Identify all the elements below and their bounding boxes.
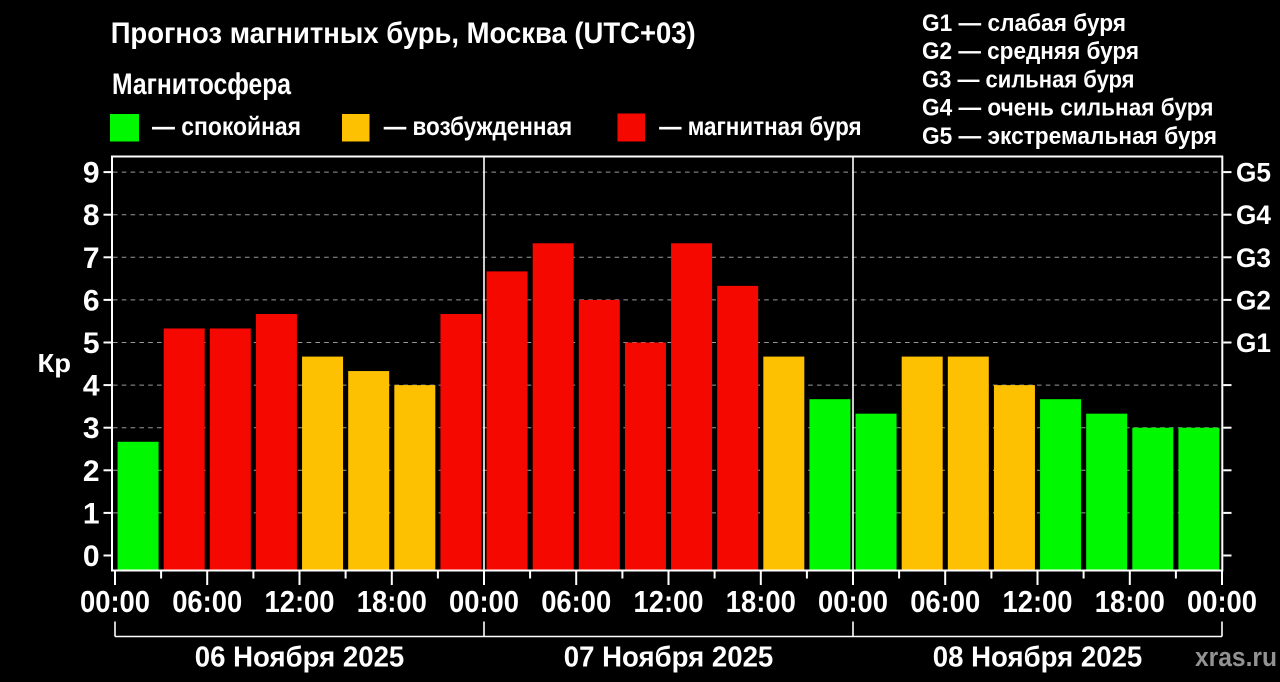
svg-text:G2 — средняя буря: G2 — средняя буря — [922, 38, 1139, 65]
svg-text:18:00: 18:00 — [357, 585, 427, 619]
svg-text:G2: G2 — [1236, 285, 1271, 315]
svg-text:00:00: 00:00 — [80, 585, 150, 619]
svg-text:08 Ноября 2025: 08 Ноября 2025 — [933, 642, 1143, 674]
svg-text:xras.ru: xras.ru — [1195, 642, 1277, 672]
svg-text:18:00: 18:00 — [1095, 585, 1165, 619]
svg-text:4: 4 — [83, 370, 100, 403]
svg-text:5: 5 — [83, 327, 100, 360]
svg-text:06 Ноября 2025: 06 Ноября 2025 — [195, 642, 405, 674]
svg-text:G1 — слабая буря: G1 — слабая буря — [922, 10, 1126, 37]
svg-text:06:00: 06:00 — [910, 585, 980, 619]
svg-text:06:00: 06:00 — [541, 585, 611, 619]
svg-text:— возбужденная: — возбужденная — [384, 111, 573, 141]
svg-text:8: 8 — [83, 199, 100, 232]
svg-text:G1: G1 — [1236, 328, 1271, 358]
svg-text:18:00: 18:00 — [726, 585, 796, 619]
svg-text:G5: G5 — [1236, 158, 1271, 188]
svg-text:00:00: 00:00 — [818, 585, 888, 619]
svg-text:12:00: 12:00 — [1003, 585, 1073, 619]
svg-text:00:00: 00:00 — [1187, 585, 1257, 619]
svg-text:G4 — очень сильная буря: G4 — очень сильная буря — [922, 95, 1214, 122]
svg-text:6: 6 — [83, 284, 100, 317]
svg-text:06:00: 06:00 — [172, 585, 242, 619]
svg-text:9: 9 — [83, 157, 100, 190]
svg-text:G4: G4 — [1236, 200, 1271, 230]
svg-text:12:00: 12:00 — [634, 585, 704, 619]
svg-text:Кр: Кр — [38, 348, 72, 378]
svg-text:00:00: 00:00 — [449, 585, 519, 619]
svg-text:3: 3 — [83, 412, 100, 445]
svg-text:12:00: 12:00 — [265, 585, 335, 619]
svg-text:1: 1 — [83, 497, 100, 530]
svg-text:G3 — сильная буря: G3 — сильная буря — [922, 66, 1135, 93]
svg-text:Магнитосфера: Магнитосфера — [112, 68, 291, 101]
svg-text:07 Ноября 2025: 07 Ноября 2025 — [564, 642, 774, 674]
svg-text:G3: G3 — [1236, 243, 1271, 273]
svg-text:0: 0 — [83, 540, 100, 573]
svg-text:7: 7 — [83, 242, 100, 275]
svg-text:Прогноз магнитных бурь, Москва: Прогноз магнитных бурь, Москва (UTC+03) — [111, 17, 696, 50]
svg-text:2: 2 — [83, 455, 100, 488]
svg-text:— магнитная буря: — магнитная буря — [659, 111, 862, 141]
svg-text:— спокойная: — спокойная — [152, 111, 301, 141]
svg-text:G5 — экстремальная буря: G5 — экстремальная буря — [922, 123, 1217, 150]
